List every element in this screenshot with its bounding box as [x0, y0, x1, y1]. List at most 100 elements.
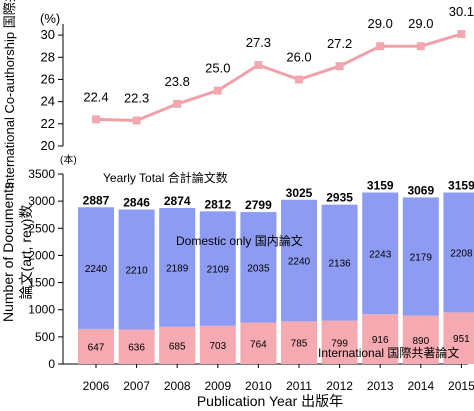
line-chart-y-ticks: 20 22 24 26 28 30	[41, 27, 63, 153]
bar-label-international: 916	[372, 335, 389, 346]
bar-international	[281, 321, 317, 364]
bar-y-tick-label: 3500	[28, 167, 55, 181]
bar-label-total: 2887	[83, 193, 110, 207]
line-point	[295, 75, 303, 84]
bar-y-tick-label: 3000	[28, 194, 55, 208]
bar-international	[402, 315, 439, 364]
bar-chart-y-ticks: 0 500 1000 1500 2000 2500 3000 3500	[28, 167, 63, 371]
x-tick-label: 2007	[123, 379, 150, 393]
bar-chart: 0 500 1000 1500 2000 2500 3000 3500 (本) Number …	[0, 153, 474, 409]
bar-y-tick-label: 0	[48, 357, 55, 371]
line-data-label: 25.0	[205, 61, 230, 76]
bar-label-international: 951	[453, 334, 470, 345]
x-tick-label: 2014	[407, 379, 434, 393]
bar-label-international: 764	[250, 339, 267, 350]
line-point	[457, 29, 466, 38]
bar-label-total: 2935	[326, 191, 353, 205]
bar-international	[240, 322, 277, 364]
x-tick-label: 2008	[164, 379, 191, 393]
legend-total: Yearly Total 合計論文数	[103, 170, 228, 185]
bar-label-international: 785	[291, 339, 308, 350]
x-tick-label: 2011	[286, 379, 312, 393]
bar-label-international: 685	[169, 341, 186, 352]
line-series-points	[92, 29, 466, 125]
line-data-label: 23.8	[165, 74, 190, 89]
x-tick-label: 2006	[83, 379, 110, 393]
line-y-tick-label: 24	[41, 94, 55, 109]
line-point	[173, 99, 182, 108]
line-data-label: 30.1	[449, 4, 474, 19]
bar-international	[362, 314, 399, 364]
bar-label-total: 2812	[204, 197, 231, 211]
line-y-tick-label: 28	[41, 49, 55, 64]
bar-international	[321, 320, 358, 364]
line-data-label: 22.3	[124, 90, 149, 105]
x-tick-label: 2009	[204, 379, 231, 393]
x-axis-label: Publication Year 出版年	[197, 393, 343, 409]
bar-international	[443, 312, 474, 364]
line-point	[132, 116, 141, 125]
bar-domestic	[159, 207, 196, 327]
bar-label-domestic: 2136	[328, 259, 351, 270]
bar-label-total: 3069	[407, 183, 434, 197]
x-tick-label: 2010	[245, 379, 272, 393]
x-tick-label: 2015	[448, 379, 474, 393]
bar-label-international: 703	[209, 341, 226, 352]
line-y-tick-label: 26	[41, 71, 55, 86]
bar-y-tick-label: 1500	[28, 276, 55, 290]
bar-y-tick-label: 500	[35, 330, 55, 344]
bar-domestic	[321, 204, 358, 321]
line-point	[254, 61, 263, 70]
bar-label-total: 3025	[286, 186, 313, 200]
line-y-tick-label: 22	[41, 116, 55, 131]
bar-domestic	[281, 199, 317, 322]
bar-domestic	[118, 209, 155, 330]
line-point	[213, 86, 222, 95]
bar-label-domestic: 2109	[207, 265, 230, 276]
bar-label-international: 890	[412, 336, 429, 347]
line-data-label: 26.0	[286, 49, 311, 64]
bar-y-tick-label: 1000	[28, 303, 55, 317]
bar-label-domestic: 2208	[450, 248, 473, 259]
line-point	[92, 115, 100, 124]
bar-chart-y-label: Number of Documents	[0, 182, 16, 322]
bar-chart-unit: (本)	[60, 153, 77, 166]
bar-international	[78, 328, 114, 364]
bar-label-total: 2846	[123, 196, 150, 210]
line-chart-y-label: International Co-authorship 国際共著率	[2, 0, 17, 189]
bar-label-total: 3159	[448, 179, 474, 193]
x-axis-tick-labels: 2006 2007 2008 2009 2010 2011 2012 2013 2014 2015	[83, 364, 474, 393]
bar-label-international: 647	[88, 342, 105, 353]
line-data-label: 29.0	[368, 16, 393, 31]
bar-series	[78, 192, 474, 364]
bar-label-domestic: 2035	[247, 263, 270, 274]
line-data-label: 27.3	[246, 35, 271, 50]
line-chart-unit: (%)	[40, 11, 60, 26]
line-data-label: 29.0	[408, 16, 433, 31]
bar-label-domestic: 2189	[166, 263, 189, 274]
bar-international	[199, 325, 236, 364]
x-tick-label: 2013	[367, 379, 394, 393]
bar-international	[159, 326, 196, 364]
bar-chart-y-sublabel: 論文(art, rev)数	[18, 205, 34, 300]
bar-label-international: 799	[331, 338, 348, 349]
line-y-tick-label: 20	[41, 138, 55, 153]
line-chart: 20 22 24 26 28 30 (%) International Co-author…	[2, 0, 474, 189]
bar-label-total: 3159	[367, 179, 394, 193]
x-tick-label: 2012	[326, 379, 353, 393]
bar-label-domestic: 2240	[85, 264, 108, 275]
line-point	[416, 42, 425, 51]
legend-domestic: Domestic only 国内論文	[176, 233, 303, 248]
bar-y-tick-label: 2500	[28, 221, 55, 235]
bar-label-domestic: 2179	[410, 253, 433, 264]
bar-international	[118, 329, 155, 364]
line-data-labels: 22.4 22.3 23.8 25.0 27.3 26.0 27.2 29.0 29.0 30.1	[83, 4, 474, 106]
bar-domestic	[362, 192, 399, 315]
bar-label-domestic: 2240	[288, 257, 311, 268]
legend-international: International 国際共著論文	[318, 345, 459, 360]
bar-domestic	[402, 197, 439, 316]
bar-label-total: 2874	[164, 194, 191, 208]
line-point	[335, 62, 344, 71]
bar-y-tick-label: 2000	[28, 248, 55, 262]
